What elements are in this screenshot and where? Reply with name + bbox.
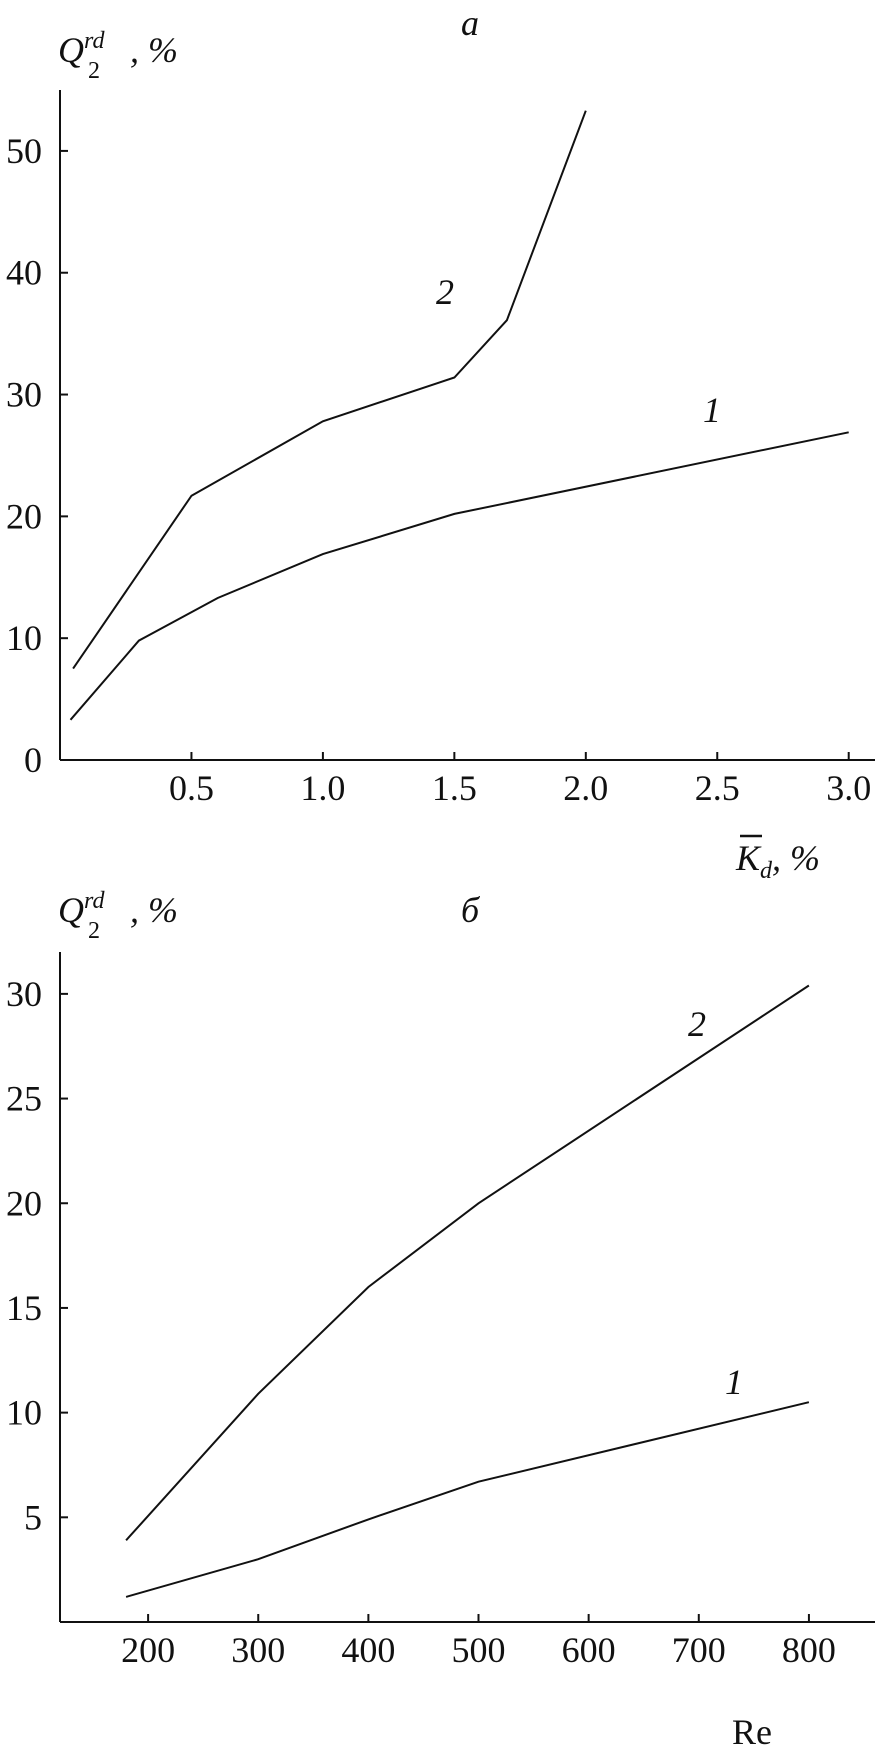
panel-a-series-2-label: 2: [436, 272, 454, 312]
panel-a-series-1-label: 1: [703, 390, 721, 430]
panel-b-series-1-label: 1: [725, 1362, 743, 1402]
panel-b-letter: б: [461, 890, 481, 930]
panel-a-y-axis-title-sup: rd: [84, 28, 105, 54]
panel-a-y-axis-title-unit: , %: [130, 30, 178, 70]
panel-a-x-tick-label: 1.5: [432, 768, 477, 808]
panel-a-series-2-line: [72, 110, 587, 670]
panel-b-x-tick-label: 200: [121, 1630, 175, 1670]
panel-b-series-2-line: [125, 984, 810, 1541]
svg-text:Kd, %: Kd, %: [735, 838, 820, 884]
panel-a-x-tick-label: 1.0: [300, 768, 345, 808]
panel-b-y-tick-label: 15: [6, 1288, 42, 1328]
panel-a-x-tick-label: 2.5: [695, 768, 740, 808]
panel-b-y-tick-label: 25: [6, 1079, 42, 1119]
panel-a-letter: а: [461, 3, 479, 43]
panel-b-y-axis-title-unit: , %: [130, 890, 178, 930]
panel-b-x-tick-label: 600: [562, 1630, 616, 1670]
panel-b-series-2-label: 2: [688, 1004, 706, 1044]
panel-b-y-tick-label: 30: [6, 974, 42, 1014]
panel-b-x-tick-label: 800: [782, 1630, 836, 1670]
panel-a-y-axis-title-main: Q: [58, 30, 84, 70]
panel-b-plot-area: 200 300 400 500 600 700 800 5 10 15 20 25 30: [6, 952, 875, 1670]
panel-a-y-tick-label: 50: [6, 131, 42, 171]
panel-a-x-tick-label: 0.5: [169, 768, 214, 808]
panel-b-series-1-line: [125, 1401, 810, 1598]
panel-a-y-tick-label: 0: [24, 740, 42, 780]
panel-b-y-tick-label: 5: [24, 1497, 42, 1537]
panel-a: а Qrd 2, % Kd, % 0.5 1.0 1.5 2.0 2.5 3.0010203…: [6, 3, 875, 884]
panel-b: б Qrd 2, % Re 200 300 400 500 600 700 800510152…: [6, 888, 875, 1752]
panel-b-x-tick-label: 500: [452, 1630, 506, 1670]
panel-a-x-tick-label: 2.0: [563, 768, 608, 808]
panel-a-x-axis-title: Kd, %: [735, 834, 820, 884]
panel-b-x-tick-label: 300: [231, 1630, 285, 1670]
panel-a-series-1-line: [69, 431, 849, 721]
panel-a-x-axis-title-main: K: [735, 838, 762, 878]
panel-b-y-tick-label: 10: [6, 1393, 42, 1433]
panel-b-y-axis-title: Qrd 2 , %: [58, 888, 178, 944]
panel-b-y-tick-label: 20: [6, 1183, 42, 1223]
panel-b-x-tick-label: 700: [672, 1630, 726, 1670]
panel-b-y-axis-title-sup: rd: [84, 888, 105, 914]
panel-a-x-tick-label: 3.0: [826, 768, 871, 808]
panel-a-y-tick-label: 30: [6, 375, 42, 415]
panel-a-y-axis-title-sub: 2: [88, 58, 100, 84]
panel-b-x-axis-title: Re: [732, 1712, 772, 1752]
panel-a-y-axis-title: Qrd 2 , %: [58, 28, 178, 84]
panel-a-x-axis-title-unit: , %: [772, 838, 820, 878]
panel-b-x-tick-label: 400: [341, 1630, 395, 1670]
panel-b-y-axis-title-main: Q: [58, 890, 84, 930]
panel-a-y-tick-label: 40: [6, 253, 42, 293]
panel-b-y-axis-title-sub: 2: [88, 918, 100, 944]
panel-a-y-tick-label: 10: [6, 618, 42, 658]
panel-a-x-axis-title-sub: d: [760, 858, 773, 884]
panel-a-plot-area: 0.5 1.0 1.5 2.0 2.5 3.0 0 10 20 30 40 50: [6, 90, 875, 808]
panel-a-y-tick-label: 20: [6, 496, 42, 536]
